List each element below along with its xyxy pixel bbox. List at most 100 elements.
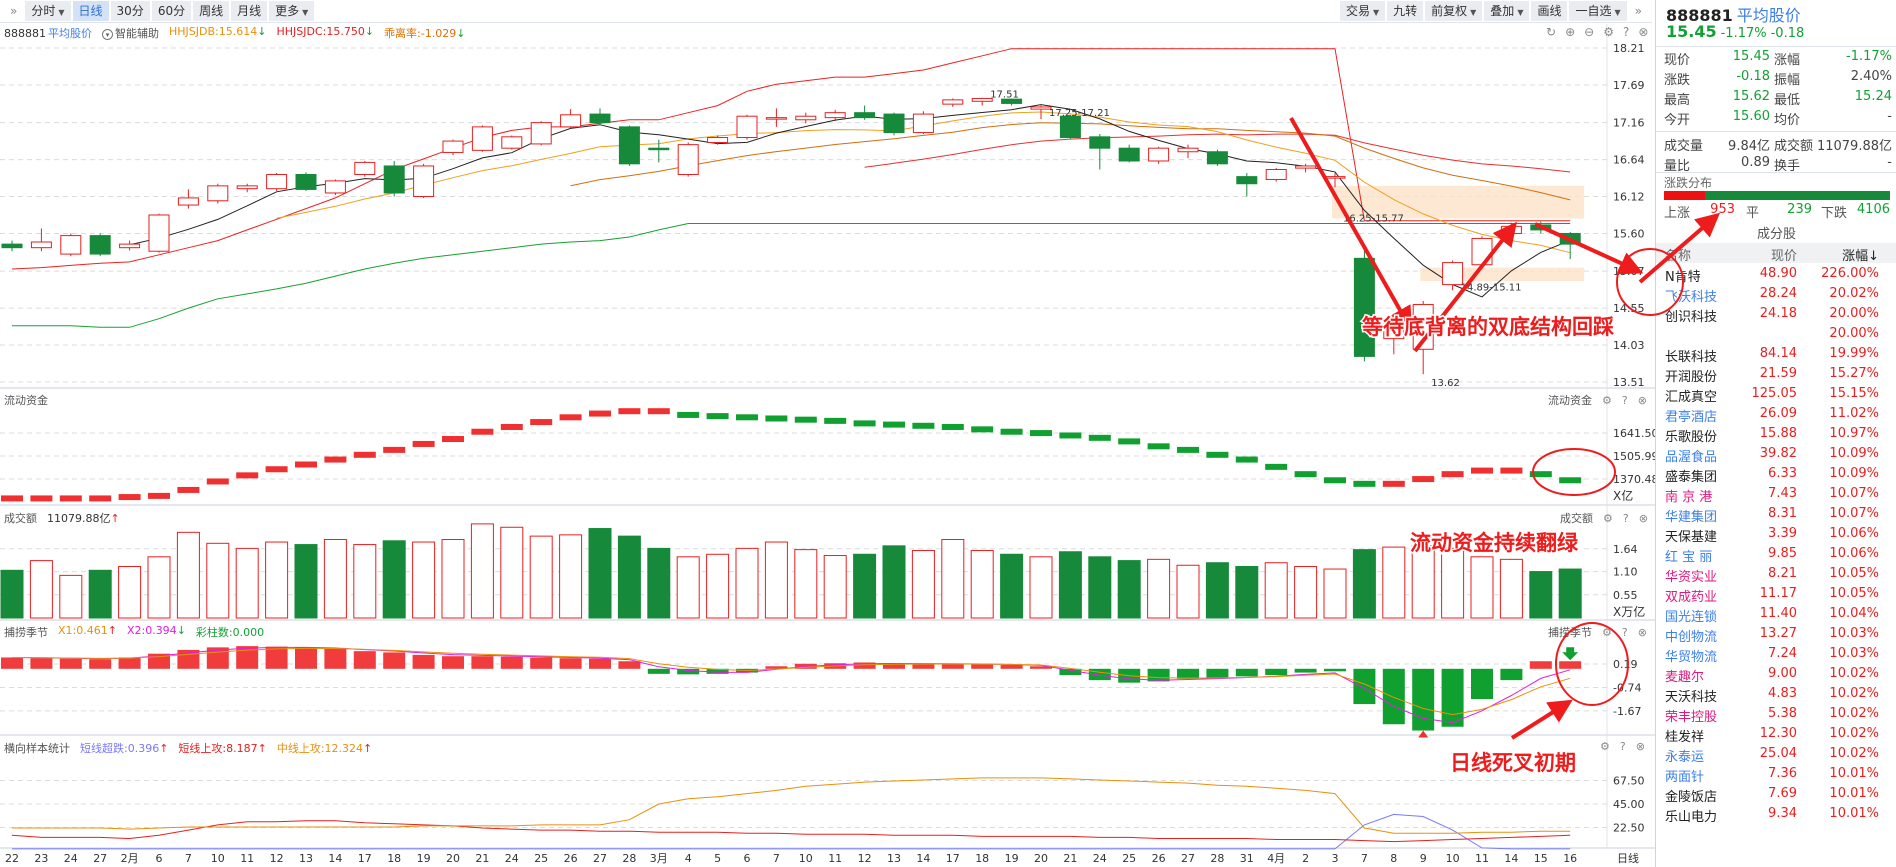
indicator-1: X2:0.394↓ (127, 624, 186, 640)
help-icon[interactable]: ? (1621, 625, 1628, 639)
col-change-sorted[interactable]: 涨幅↓ (1842, 249, 1879, 264)
toolbar-button-left-4[interactable]: 60分 (151, 1, 192, 21)
stock-price: 39.82 (1759, 446, 1797, 461)
list-item[interactable]: N肯特 48.90 226.00% (1656, 265, 1896, 285)
period-tabs: » 分时 ▼ 日线 30分 60分 周线 月线 更多 ▼ (4, 1, 315, 21)
candle (1089, 133, 1111, 170)
list-item[interactable]: 长联科技 84.14 19.99% (1656, 345, 1896, 365)
candle (1559, 232, 1581, 260)
candle (30, 228, 52, 252)
list-item[interactable]: 荣丰控股 5.38 10.02% (1656, 705, 1896, 725)
col-price[interactable]: 现价 (1770, 249, 1797, 264)
list-item[interactable]: 南 京 港 7.43 10.07% (1656, 485, 1896, 505)
toolbar-button-right-1[interactable]: 九转 (1387, 1, 1424, 21)
list-item[interactable]: 桂发祥 12.30 10.02% (1656, 725, 1896, 745)
close-icon[interactable]: ⊗ (1635, 740, 1645, 753)
panel-code: 888881 (1666, 6, 1733, 25)
stock-name[interactable]: 平均股价 (48, 27, 92, 40)
candle (207, 183, 229, 204)
stock-price: 84.14 (1759, 346, 1797, 361)
smart-assist-toggle[interactable]: ▾ 智能辅助 (102, 25, 159, 41)
list-item[interactable]: 华贸物流 7.24 10.03% (1656, 645, 1896, 665)
toolbar-button-right-4[interactable]: 画线 (1531, 1, 1568, 21)
flow-bar (412, 440, 435, 447)
toolbar-button-left-7[interactable]: 更多 ▼ (269, 1, 315, 21)
toolbar-button-right-5[interactable]: 一自选 ▼ (1569, 1, 1627, 21)
list-item[interactable]: 天沃科技 4.83 10.02% (1656, 685, 1896, 705)
gear-icon[interactable]: ⚙ (1603, 25, 1614, 39)
list-item[interactable]: 中创物流 13.27 10.03% (1656, 625, 1896, 645)
close-icon[interactable]: ⊗ (1638, 511, 1648, 525)
close-icon[interactable]: ⊗ (1637, 625, 1647, 639)
candle-body (89, 235, 111, 255)
list-item[interactable]: 红 宝 丽 9.85 10.06% (1656, 545, 1896, 565)
zoom-out-icon[interactable]: ⊖ (1584, 25, 1595, 39)
list-item[interactable]: 盛泰集团 6.33 10.09% (1656, 465, 1896, 485)
list-item[interactable]: 天保基建 3.39 10.06% (1656, 525, 1896, 545)
stock-price: 8.21 (1768, 566, 1797, 581)
close-icon[interactable]: ⊗ (1637, 393, 1647, 407)
gear-icon[interactable]: ⚙ (1603, 511, 1613, 525)
toolbar-button-right-2[interactable]: 前复权 ▼ (1425, 1, 1483, 21)
col-name[interactable]: 名称 (1665, 249, 1692, 264)
toolbar-button-left-2[interactable]: 日线 (72, 1, 109, 21)
list-item[interactable]: 创识科技 24.18 20.00% (1656, 305, 1896, 325)
stock-name: 红 宝 丽 (1665, 550, 1713, 565)
price-label: 17.51 (990, 90, 1019, 101)
list-item[interactable]: 乐山电力 9.34 10.01% (1656, 805, 1896, 825)
candle (1353, 247, 1375, 362)
toolbar-button-left-5[interactable]: 周线 (193, 1, 230, 21)
volume-bar (1294, 566, 1318, 619)
refresh-icon[interactable]: ↻ (1546, 25, 1557, 39)
candle-body (236, 185, 258, 190)
volume-bar (853, 553, 877, 619)
list-item[interactable]: 两面针 7.36 10.01% (1656, 765, 1896, 785)
list-item[interactable]: 麦趣尔 9.00 10.02% (1656, 665, 1896, 685)
toolbar-button-left-1[interactable]: 分时 ▼ (25, 1, 71, 21)
list-item[interactable]: 君亭酒店 26.09 11.02% (1656, 405, 1896, 425)
help-icon[interactable]: ? (1622, 25, 1630, 39)
gear-icon[interactable]: ⚙ (1602, 393, 1612, 407)
toolbar-button-right-6[interactable]: » (1629, 1, 1648, 21)
volume-bar (1470, 556, 1494, 619)
panel-name[interactable]: 平均股价 (1736, 6, 1801, 25)
help-icon[interactable]: ? (1622, 511, 1629, 525)
list-item[interactable]: 华建集团 8.31 10.07% (1656, 505, 1896, 525)
close-icon[interactable]: ⊗ (1638, 25, 1649, 39)
list-item[interactable]: 华资实业 8.21 10.05% (1656, 565, 1896, 585)
gear-icon[interactable]: ⚙ (1602, 625, 1612, 639)
list-item[interactable]: 飞沃科技 28.24 20.02% (1656, 285, 1896, 305)
list-item[interactable]: 永泰运 25.04 10.02% (1656, 745, 1896, 765)
list-item[interactable]: 开润股份 21.59 15.27% (1656, 365, 1896, 385)
list-item[interactable]: 20.00% (1656, 325, 1896, 345)
gear-icon[interactable]: ⚙ (1600, 740, 1610, 753)
list-item[interactable]: 汇成真空 125.05 15.15% (1656, 385, 1896, 405)
flow-bar (265, 466, 288, 473)
toolbar-button-left-6[interactable]: 月线 (231, 1, 268, 21)
toolbar-button-left-0[interactable]: » (4, 1, 23, 21)
down-arrow-icon: ↓ (364, 25, 375, 38)
horizontal-tick-label: 22.50 (1613, 822, 1645, 835)
help-icon[interactable]: ? (1621, 393, 1628, 407)
list-item[interactable]: 乐歌股份 15.88 10.97% (1656, 425, 1896, 445)
up-arrow-icon: ↑ (159, 742, 169, 755)
candle-body (795, 115, 817, 121)
date-tick-label: 24 (64, 852, 78, 865)
date-tick-label: 4月 (1267, 852, 1285, 865)
stock-price: 28.24 (1759, 286, 1797, 301)
toolbar-button-right-3[interactable]: 叠加 ▼ (1484, 1, 1530, 21)
list-item[interactable]: 国光连锁 11.40 10.04% (1656, 605, 1896, 625)
help-icon[interactable]: ? (1619, 740, 1626, 753)
zoom-in-icon[interactable]: ⊕ (1565, 25, 1576, 39)
volume-bar (1088, 556, 1112, 619)
list-item[interactable]: 金陵饭店 7.69 10.01% (1656, 785, 1896, 805)
stock-name: 汇成真空 (1665, 390, 1718, 405)
volume-bar (882, 545, 906, 619)
toolbar-button-left-3[interactable]: 30分 (110, 1, 150, 21)
list-item[interactable]: 双成药业 11.17 10.05% (1656, 585, 1896, 605)
list-item[interactable]: 品渥食品 39.82 10.09% (1656, 445, 1896, 465)
date-tick-label: 17 (946, 852, 960, 865)
toolbar-button-right-0[interactable]: 交易 ▼ (1339, 1, 1386, 21)
kline-chart[interactable]: 18.21 17.69 17.16 16.64 16.12 15.60 15.07 14.55… (0, 0, 1655, 867)
flow-bar (794, 416, 817, 423)
